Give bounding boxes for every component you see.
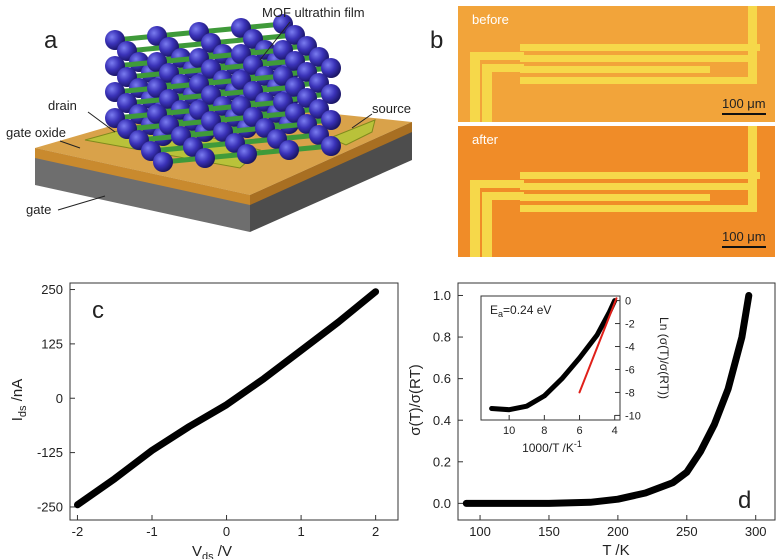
- scale-bar: [722, 113, 766, 115]
- y-axis-label: σ(T)/σ(RT): [407, 364, 424, 436]
- electrode: [520, 194, 710, 201]
- annotation: before: [472, 12, 509, 27]
- electrode: [470, 52, 524, 60]
- electrode: [482, 64, 492, 122]
- label-sub: ds: [17, 405, 29, 417]
- y-tick-label: 125: [41, 336, 63, 351]
- scale-bar: [722, 246, 766, 248]
- x-tick-label: 0: [223, 524, 230, 539]
- y-tick-label: -250: [37, 500, 63, 515]
- y-tick-label: 0.8: [433, 330, 451, 345]
- y-tick-label: 0: [625, 295, 631, 307]
- electrode: [520, 44, 710, 51]
- y-tick-label: 0: [56, 391, 63, 406]
- label-main: E: [490, 303, 498, 317]
- annotation: after: [472, 132, 499, 147]
- panel-label: a: [44, 27, 58, 54]
- x-tick-label: 1: [297, 524, 304, 539]
- electrode: [520, 55, 750, 62]
- x-axis-label: T /K: [602, 542, 629, 559]
- annotation: gate oxide: [6, 125, 66, 140]
- x-tick-label: -2: [72, 524, 84, 539]
- y-tick-label: -2: [625, 318, 635, 330]
- annotation: gate: [26, 202, 51, 217]
- atom: [279, 140, 299, 160]
- y-tick-label: -125: [37, 445, 63, 460]
- x-tick-label: 8: [541, 425, 547, 437]
- x-tick-label: 10: [503, 425, 515, 437]
- x-tick-label: 250: [676, 524, 698, 539]
- y-tick-label: -10: [625, 410, 641, 422]
- x-tick-label: 4: [612, 425, 618, 437]
- x-tick-label: 6: [576, 425, 582, 437]
- electrode: [520, 172, 710, 179]
- electrode: [520, 205, 750, 212]
- atom: [153, 152, 173, 172]
- panel-label: b: [430, 27, 443, 54]
- x-tick-label: 200: [607, 524, 629, 539]
- pointer: [58, 196, 105, 210]
- x-tick-label: 150: [538, 524, 560, 539]
- electrode: [482, 192, 524, 200]
- y-tick-label: 0.6: [433, 371, 451, 386]
- figure: -2-10122501250-125-2501001502002503000.0…: [0, 0, 779, 559]
- electrode: [470, 52, 480, 122]
- atom: [195, 148, 215, 168]
- annotation: source: [372, 101, 411, 116]
- electrode: [470, 180, 524, 188]
- y-tick-label: -8: [625, 387, 635, 399]
- x-tick-label: -1: [146, 524, 158, 539]
- electrode: [520, 77, 750, 84]
- x-tick-label: 2: [372, 524, 379, 539]
- y-axis-label: Ln (σ(T)/σ(RT)): [657, 317, 671, 399]
- electrode: [482, 64, 524, 72]
- scale-label: 100 μm: [722, 229, 766, 244]
- label-unit: /V: [214, 543, 232, 559]
- scale-label: 100 μm: [722, 96, 766, 111]
- y-axis-label: Ids /nA: [9, 379, 29, 421]
- label-rest: =0.24 eV: [503, 303, 551, 317]
- x-axis-label: 1000/T /K-1: [522, 439, 582, 455]
- y-tick-label: -4: [625, 341, 635, 353]
- panel-label: d: [738, 487, 751, 514]
- y-tick-label: 1.0: [433, 288, 451, 303]
- y-tick-label: 250: [41, 282, 63, 297]
- label-main: V: [192, 543, 202, 559]
- electrode: [520, 66, 710, 73]
- label-main: 1000/T /K: [522, 441, 574, 455]
- x-tick-label: 100: [469, 524, 491, 539]
- y-tick-label: 0.4: [433, 413, 451, 428]
- y-tick-label: 0.2: [433, 454, 451, 469]
- annotation: drain: [48, 98, 77, 113]
- panel-label: c: [92, 297, 104, 324]
- atom: [237, 144, 257, 164]
- x-tick-label: 300: [745, 524, 767, 539]
- electrode: [706, 44, 760, 51]
- y-tick-label: 0.0: [433, 496, 451, 511]
- electrode: [520, 183, 750, 190]
- electrode: [470, 180, 480, 257]
- annotation: MOF ultrathin film: [262, 5, 365, 20]
- atom: [321, 136, 341, 156]
- x-axis-label: Vds /V: [192, 543, 232, 559]
- label-unit: /nA: [9, 379, 26, 406]
- electrode: [706, 172, 760, 179]
- label-sub: ds: [202, 551, 214, 559]
- electrode: [482, 192, 492, 257]
- label-sup: -1: [574, 439, 582, 449]
- y-tick-label: -6: [625, 364, 635, 376]
- electrode: [748, 126, 757, 212]
